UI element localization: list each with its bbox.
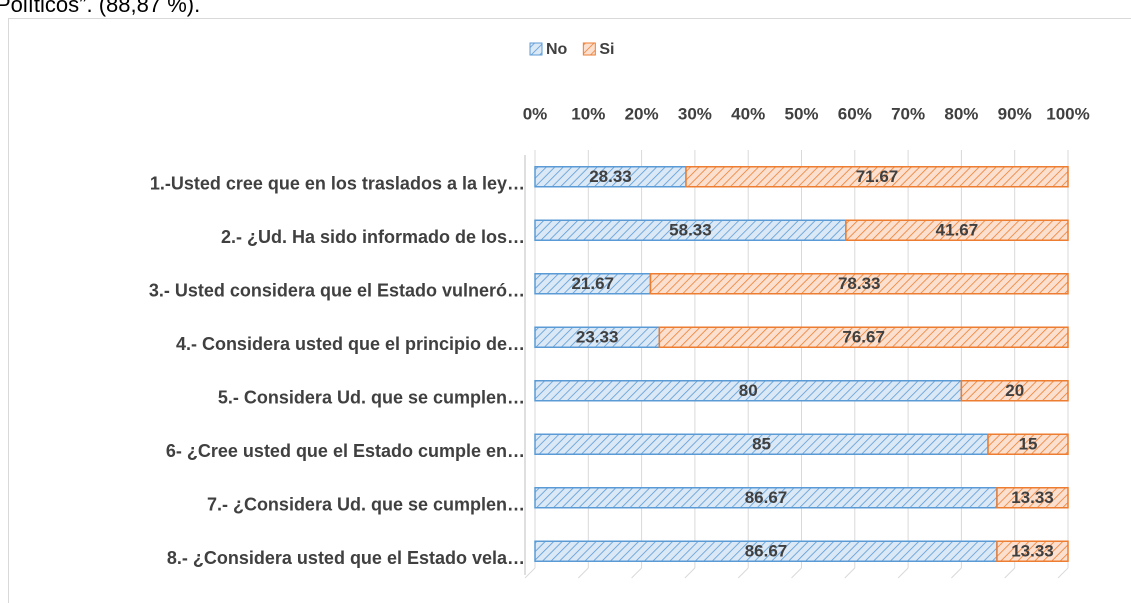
grid-foot: [1057, 567, 1069, 579]
y-tick-label: 2.- ¿Ud. Ha sido informado de los…: [221, 227, 525, 247]
caption: Políticos”. (88,87 %).: [0, 0, 200, 17]
data-label: 58.33: [669, 221, 712, 240]
data-label: 15: [1019, 435, 1038, 454]
y-tick-label: 8.- ¿Considera usted que el Estado vela…: [167, 548, 525, 568]
grid-foot: [737, 567, 749, 579]
x-tick-label: 70%: [891, 104, 925, 123]
grid-foot: [951, 567, 962, 579]
data-label: 41.67: [936, 221, 979, 240]
bar-segment: [996, 540, 1069, 562]
y-tick-label: 5.- Considera Ud. que se cumplen…: [218, 388, 525, 408]
x-tick-label: 30%: [678, 104, 712, 123]
x-tick-label: 90%: [998, 104, 1032, 123]
y-tick-label: 6- ¿Cree usted que el Estado cumple en…: [166, 441, 525, 461]
data-label: 85: [752, 435, 771, 454]
x-tick-label: 80%: [944, 104, 978, 123]
data-label: 80: [739, 381, 758, 400]
x-tick-label: 60%: [838, 104, 872, 123]
y-tick-label: 3.- Usted considera que el Estado vulner…: [149, 281, 525, 301]
bar-segment: [960, 380, 1069, 402]
legend-swatch: [582, 42, 596, 56]
bar-segment: [685, 166, 1069, 188]
data-label: 13.33: [1011, 542, 1054, 561]
bar-segment: [996, 487, 1069, 509]
grid-foot: [631, 567, 642, 579]
legend-label: Si: [599, 41, 614, 58]
bar-segment: [658, 326, 1069, 348]
y-tick-label: 1.-Usted cree que en los traslados a la …: [150, 174, 525, 194]
bar-segment: [987, 433, 1069, 455]
y-tick-label: 7.- ¿Considera Ud. que se cumplen…: [207, 495, 525, 515]
grid-foot: [524, 567, 536, 579]
grid-foot: [1004, 567, 1016, 579]
legend-label: No: [546, 41, 568, 58]
data-label: 13.33: [1011, 488, 1054, 507]
grid-foot: [791, 567, 802, 579]
y-tick-label: 4.- Considera usted que el principio de…: [176, 334, 525, 354]
x-tick-label: 10%: [571, 104, 605, 123]
grid-foot: [844, 567, 856, 579]
data-label: 28.33: [589, 167, 632, 186]
data-label: 23.33: [576, 328, 619, 347]
chart-border: [8, 18, 1131, 603]
grid-foot: [684, 567, 696, 579]
x-tick-label: 100%: [1046, 104, 1089, 123]
x-tick-label: 50%: [784, 104, 818, 123]
data-label: 78.33: [838, 274, 881, 293]
bar-segment: [845, 219, 1069, 241]
data-label: 86.67: [745, 542, 788, 561]
data-label: 86.67: [745, 488, 788, 507]
data-label: 71.67: [856, 167, 899, 186]
x-tick-label: 40%: [731, 104, 765, 123]
grid-foot: [897, 567, 909, 579]
data-label: 21.67: [571, 274, 614, 293]
bar-segment: [649, 273, 1069, 295]
x-tick-label: 20%: [625, 104, 659, 123]
legend-swatch: [529, 42, 543, 56]
data-label: 20: [1005, 381, 1024, 400]
grid-foot: [577, 567, 589, 579]
data-label: 76.67: [842, 328, 885, 347]
x-tick-label: 0%: [523, 104, 548, 123]
